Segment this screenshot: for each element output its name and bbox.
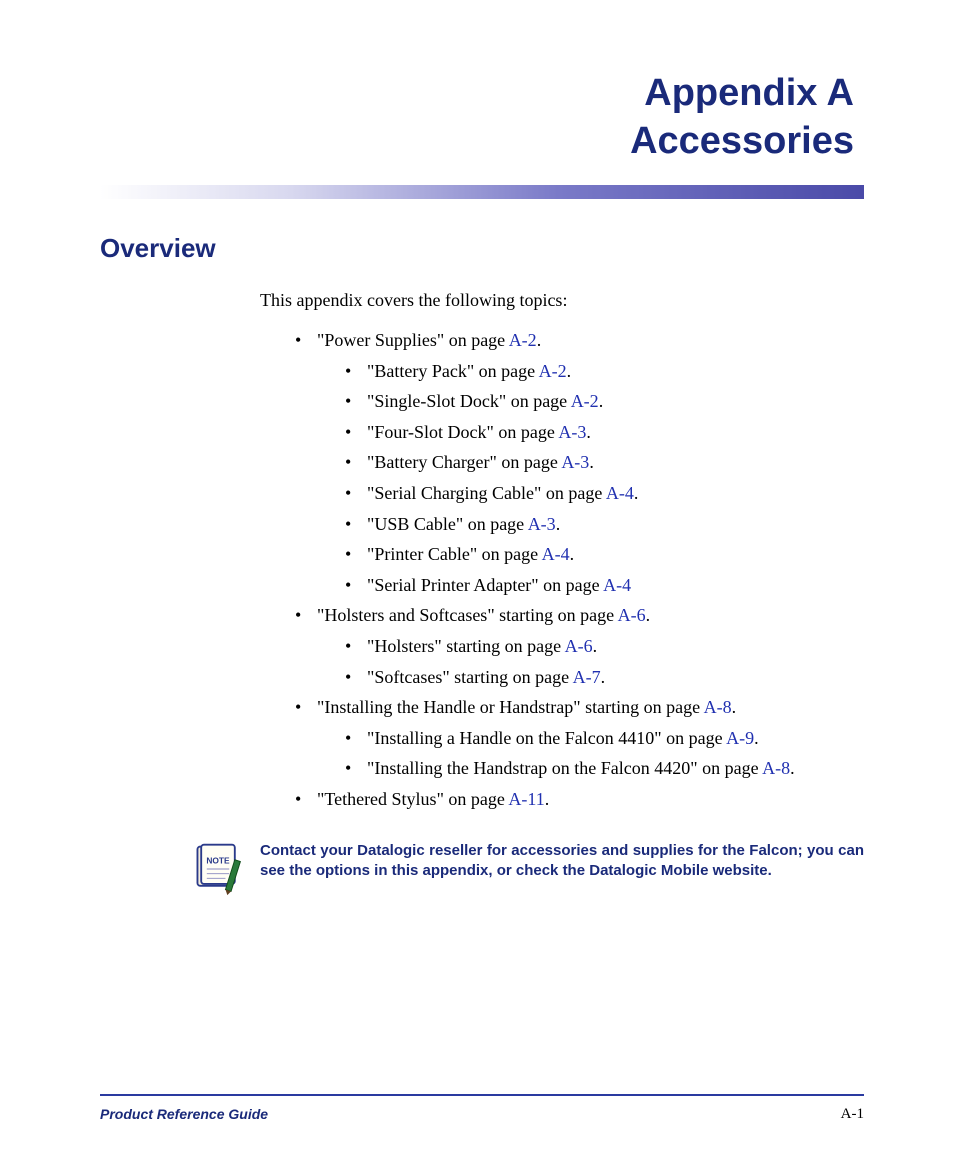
toc-item: "Holsters" starting on page A-6. xyxy=(345,631,864,662)
page-reference-link[interactable]: A-6 xyxy=(618,605,646,625)
title-line-1: Appendix A xyxy=(100,70,854,118)
toc-item: "Softcases" starting on page A-7. xyxy=(345,662,864,693)
page-reference-link[interactable]: A-6 xyxy=(565,636,593,656)
toc-item-text: "Battery Charger" on page xyxy=(367,452,561,472)
toc-item: "Serial Charging Cable" on page A-4. xyxy=(345,478,864,509)
page-reference-link[interactable]: A-2 xyxy=(539,361,567,381)
page-reference-link[interactable]: A-8 xyxy=(762,758,790,778)
toc-item-suffix: . xyxy=(732,697,737,717)
toc-item-suffix: . xyxy=(634,483,639,503)
page-reference-link[interactable]: A-3 xyxy=(561,452,589,472)
footer-rule xyxy=(100,1094,864,1096)
toc-item: "Four-Slot Dock" on page A-3. xyxy=(345,417,864,448)
toc-sublist: "Holsters" starting on page A-6."Softcas… xyxy=(345,631,864,692)
page-reference-link[interactable]: A-8 xyxy=(704,697,732,717)
toc-item-suffix: . xyxy=(754,728,759,748)
note-text: Contact your Datalogic reseller for acce… xyxy=(260,841,864,882)
toc-item-text: "Printer Cable" on page xyxy=(367,544,542,564)
appendix-title: Appendix A Accessories xyxy=(100,70,864,165)
toc-item-text: "Battery Pack" on page xyxy=(367,361,539,381)
toc-item-text: "Serial Printer Adapter" on page xyxy=(367,575,603,595)
page-reference-link[interactable]: A-4 xyxy=(603,575,631,595)
footer-row: Product Reference Guide A-1 xyxy=(100,1106,864,1123)
toc-item-suffix: . xyxy=(646,605,651,625)
toc-item-suffix: . xyxy=(790,758,795,778)
toc-item-suffix: . xyxy=(586,422,591,442)
toc-item-suffix: . xyxy=(593,636,598,656)
toc-sublist: "Installing a Handle on the Falcon 4410"… xyxy=(345,723,864,784)
toc-item-suffix: . xyxy=(589,452,594,472)
toc-item-suffix: . xyxy=(601,667,606,687)
intro-text: This appendix covers the following topic… xyxy=(260,290,864,311)
toc-item-text: "Holsters" starting on page xyxy=(367,636,565,656)
title-line-2: Accessories xyxy=(100,118,854,166)
page-reference-link[interactable]: A-11 xyxy=(508,789,544,809)
toc-sublist: "Battery Pack" on page A-2."Single-Slot … xyxy=(345,356,864,601)
toc-item-text: "Serial Charging Cable" on page xyxy=(367,483,606,503)
footer-right: A-1 xyxy=(841,1106,864,1123)
toc-item-suffix: . xyxy=(545,789,550,809)
page-reference-link[interactable]: A-2 xyxy=(509,330,537,350)
toc-item: "Battery Charger" on page A-3. xyxy=(345,447,864,478)
page-reference-link[interactable]: A-7 xyxy=(573,667,601,687)
page-reference-link[interactable]: A-3 xyxy=(558,422,586,442)
toc-item: "Installing the Handle or Handstrap" sta… xyxy=(295,692,864,784)
toc-item-text: "Installing the Handstrap on the Falcon … xyxy=(367,758,762,778)
toc-item: "Single-Slot Dock" on page A-2. xyxy=(345,386,864,417)
toc-item: "Battery Pack" on page A-2. xyxy=(345,356,864,387)
page-reference-link[interactable]: A-4 xyxy=(542,544,570,564)
toc-item: "Printer Cable" on page A-4. xyxy=(345,539,864,570)
page-footer: Product Reference Guide A-1 xyxy=(100,1094,864,1123)
page-reference-link[interactable]: A-2 xyxy=(571,391,599,411)
toc-item-text: "Installing the Handle or Handstrap" sta… xyxy=(317,697,704,717)
toc-item-text: "Installing a Handle on the Falcon 4410"… xyxy=(367,728,726,748)
toc-item: "Tethered Stylus" on page A-11. xyxy=(295,784,864,815)
section-heading-overview: Overview xyxy=(100,233,864,264)
note-block: NOTE Contact your Datalogic reseller for… xyxy=(190,841,864,897)
toc-item-suffix: . xyxy=(570,544,575,564)
document-page: Appendix A Accessories Overview This app… xyxy=(0,0,954,1159)
toc-item-text: "Power Supplies" on page xyxy=(317,330,509,350)
toc-item-text: "Single-Slot Dock" on page xyxy=(367,391,571,411)
toc-item-text: "Holsters and Softcases" starting on pag… xyxy=(317,605,618,625)
toc-item: "Holsters and Softcases" starting on pag… xyxy=(295,600,864,692)
title-divider xyxy=(100,185,864,199)
toc-item: "Installing a Handle on the Falcon 4410"… xyxy=(345,723,864,754)
toc-item-suffix: . xyxy=(537,330,542,350)
footer-left: Product Reference Guide xyxy=(100,1106,268,1123)
toc-item-text: "Four-Slot Dock" on page xyxy=(367,422,558,442)
page-reference-link[interactable]: A-9 xyxy=(726,728,754,748)
toc-item-suffix: . xyxy=(599,391,604,411)
toc-item: "Installing the Handstrap on the Falcon … xyxy=(345,753,864,784)
toc-item-suffix: . xyxy=(567,361,572,381)
toc-item-text: "USB Cable" on page xyxy=(367,514,528,534)
toc-item: "USB Cable" on page A-3. xyxy=(345,509,864,540)
toc-item-text: "Tethered Stylus" on page xyxy=(317,789,508,809)
note-icon: NOTE xyxy=(190,841,246,897)
toc-item-suffix: . xyxy=(556,514,561,534)
page-reference-link[interactable]: A-4 xyxy=(606,483,634,503)
page-reference-link[interactable]: A-3 xyxy=(528,514,556,534)
toc-item-text: "Softcases" starting on page xyxy=(367,667,573,687)
table-of-contents: "Power Supplies" on page A-2."Battery Pa… xyxy=(295,325,864,815)
svg-text:NOTE: NOTE xyxy=(206,855,230,865)
toc-item: "Serial Printer Adapter" on page A-4 xyxy=(345,570,864,601)
toc-item: "Power Supplies" on page A-2."Battery Pa… xyxy=(295,325,864,600)
